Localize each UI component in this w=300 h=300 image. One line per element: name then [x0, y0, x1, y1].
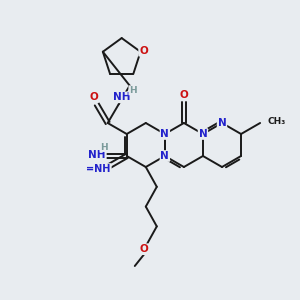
Text: CH₃: CH₃ [267, 116, 285, 125]
Text: O: O [89, 92, 98, 102]
Text: N: N [160, 151, 169, 161]
Text: O: O [139, 46, 148, 56]
Text: NH: NH [88, 150, 106, 160]
Text: =NH: =NH [86, 164, 111, 174]
Text: H: H [100, 142, 108, 152]
Text: NH: NH [113, 92, 130, 102]
Text: O: O [140, 244, 148, 254]
Text: N: N [160, 129, 169, 139]
Text: N: N [218, 118, 226, 128]
Text: H: H [129, 86, 136, 95]
Text: O: O [179, 90, 188, 100]
Text: N: N [199, 129, 207, 139]
